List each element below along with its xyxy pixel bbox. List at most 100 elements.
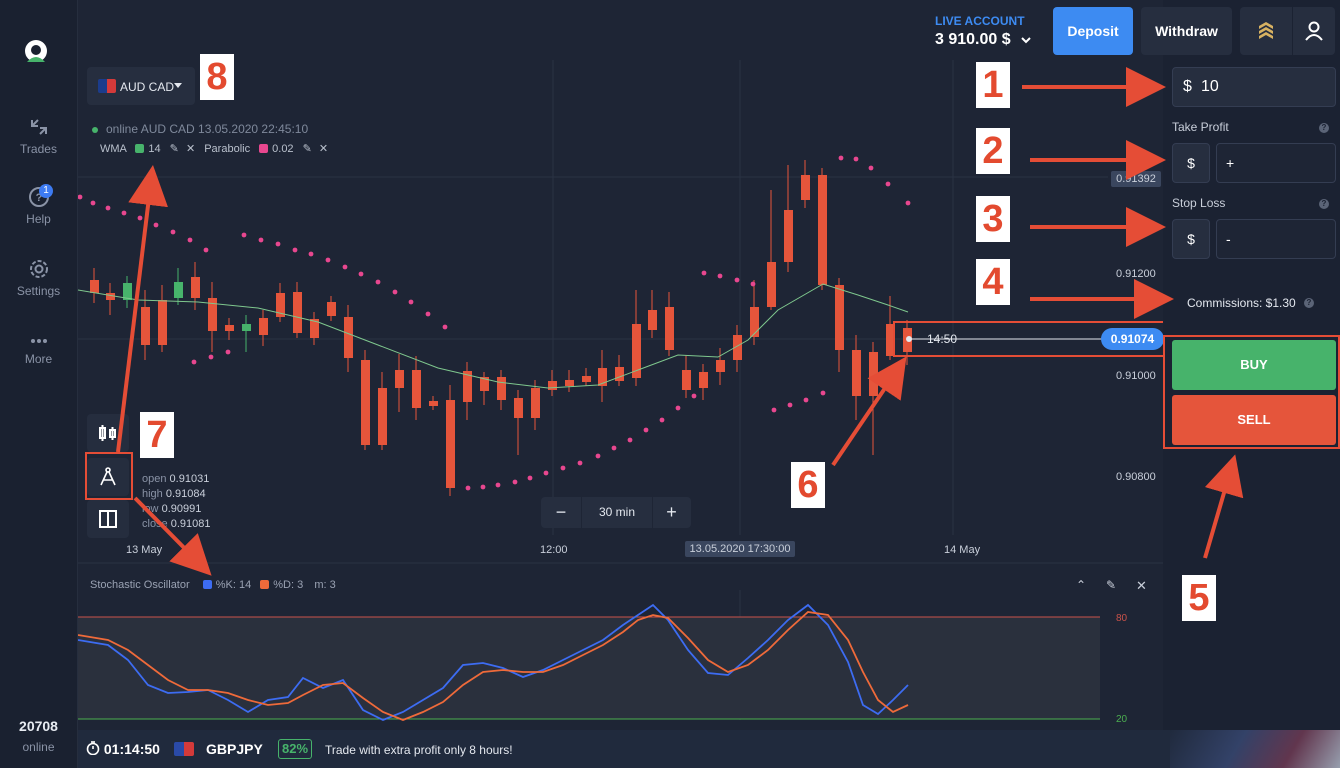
candle-body — [208, 298, 217, 331]
candle-body — [378, 388, 387, 445]
timeframe-value[interactable]: 30 min — [581, 497, 653, 528]
sidebar-item-label: More — [24, 352, 53, 366]
wma-color-swatch[interactable] — [135, 144, 145, 153]
withdraw-button[interactable]: Withdraw — [1141, 7, 1232, 55]
sidebar-item-label: Trades — [20, 142, 57, 156]
sar-dot — [425, 311, 431, 317]
profile-button[interactable] — [1293, 7, 1335, 55]
callout-8: 8 — [200, 54, 234, 100]
sar-dot — [187, 237, 193, 243]
candle-body — [818, 175, 827, 285]
candle-body — [886, 324, 895, 356]
sidebar-item-label: Settings — [16, 284, 61, 298]
candle-body — [344, 317, 353, 358]
logo-icon[interactable] — [22, 38, 50, 66]
k-value: 14 — [238, 579, 252, 591]
chevron-down-icon — [174, 83, 182, 88]
chart-status-line: online AUD CAD 13.05.2020 22:45:10 — [92, 122, 308, 136]
sar-dot — [868, 165, 874, 171]
ohlc-open-label: open — [142, 473, 167, 485]
bottom-bar — [78, 730, 1340, 768]
close-icon[interactable]: ✕ — [318, 143, 329, 155]
chart-area[interactable] — [78, 0, 1163, 730]
k-color-swatch[interactable] — [202, 580, 212, 589]
buy-button[interactable]: BUY — [1172, 340, 1336, 390]
sidebar: Trades ? 1 Help Settings More 20708 onli… — [0, 0, 78, 768]
sar-dot — [495, 482, 501, 488]
collapse-icon[interactable]: ⌃ — [1076, 578, 1087, 592]
ohlc-close-label: close — [142, 518, 168, 530]
ohlc-close: 0.91081 — [170, 518, 211, 530]
candle-body — [598, 368, 607, 386]
sar-dot — [577, 460, 583, 466]
sar-dot — [358, 271, 364, 277]
sar-dot — [691, 393, 697, 399]
candle-body — [750, 307, 759, 337]
price-chart[interactable] — [78, 0, 1163, 730]
parabolic-label: Parabolic — [204, 143, 251, 155]
candle-body — [463, 371, 472, 402]
sar-dot — [153, 222, 159, 228]
candle-body — [784, 210, 793, 262]
close-icon[interactable]: ✕ — [1136, 578, 1147, 593]
dots-icon — [30, 339, 47, 343]
pencil-icon[interactable]: ✎ — [169, 143, 179, 155]
sar-dot — [90, 200, 96, 206]
promo-text[interactable]: Trade with extra profit only 8 hours! — [325, 743, 513, 757]
candle-body — [648, 310, 657, 330]
status-button[interactable] — [1240, 7, 1292, 55]
pencil-icon[interactable]: ✎ — [302, 143, 312, 155]
take-profit-input[interactable]: + — [1216, 143, 1336, 183]
amount-currency: $ — [1183, 78, 1192, 95]
sidebar-item-settings[interactable]: Settings — [0, 258, 77, 298]
sar-dot — [627, 437, 633, 443]
sar-dot — [905, 200, 911, 206]
stop-loss-input[interactable]: - — [1216, 219, 1336, 259]
take-profit-currency[interactable]: $ — [1172, 143, 1210, 183]
candle-body — [869, 352, 878, 396]
pair-selector[interactable]: AUD CAD — [87, 67, 195, 105]
y-axis-label: 0.91200 — [1116, 268, 1156, 280]
zoom-out-button[interactable]: − — [555, 502, 567, 522]
oscillator-upper-level: 80 — [1116, 613, 1128, 624]
account-balance-value: 3 910.00 $ — [935, 31, 1011, 48]
sidebar-item-label: Help — [26, 212, 51, 226]
trade-buttons-highlight — [1163, 335, 1340, 449]
chart-type-button[interactable] — [87, 414, 129, 452]
sar-dot — [643, 427, 649, 433]
sidebar-item-trades[interactable]: Trades — [0, 116, 77, 156]
sar-dot — [121, 210, 127, 216]
parabolic-color-swatch[interactable] — [259, 144, 269, 153]
candle-body — [259, 318, 268, 335]
stop-loss-currency[interactable]: $ — [1172, 219, 1210, 259]
help-icon[interactable]: ? — [1319, 199, 1329, 209]
help-icon[interactable]: ? — [1319, 123, 1329, 133]
callout-6: 6 — [791, 462, 825, 508]
promo-pair[interactable]: GBPJPY — [206, 741, 263, 757]
pencil-icon[interactable]: ✎ — [1106, 578, 1117, 592]
sidebar-item-more[interactable]: More — [0, 334, 77, 366]
promo-banner-image[interactable] — [1170, 730, 1340, 768]
ohlc-low-label: low — [142, 503, 159, 515]
deposit-button[interactable]: Deposit — [1053, 7, 1133, 55]
d-color-swatch[interactable] — [260, 580, 270, 589]
zoom-in-button[interactable]: + — [666, 502, 677, 522]
sar-dot — [675, 405, 681, 411]
wma-value: 14 — [148, 143, 161, 155]
amount-value: 10 — [1201, 78, 1219, 95]
ohlc-high-label: high — [142, 488, 163, 500]
sidebar-item-help[interactable]: ? 1 Help — [0, 184, 77, 226]
help-icon[interactable]: ? — [1304, 298, 1314, 308]
drawing-tools-button[interactable] — [87, 458, 129, 496]
d-label: %D: — [273, 579, 295, 591]
candle-body — [395, 370, 404, 388]
close-icon[interactable]: ✕ — [185, 143, 196, 155]
sell-button[interactable]: SELL — [1172, 395, 1336, 445]
sar-dot — [191, 359, 197, 365]
investment-amount-input[interactable]: $ 10 — [1172, 67, 1336, 107]
sar-dot — [275, 241, 281, 247]
chevron-down-icon — [1021, 37, 1031, 44]
sar-dot — [560, 465, 566, 471]
layout-button[interactable] — [87, 500, 129, 538]
account-balance[interactable]: 3 910.00 $ — [935, 31, 1031, 49]
